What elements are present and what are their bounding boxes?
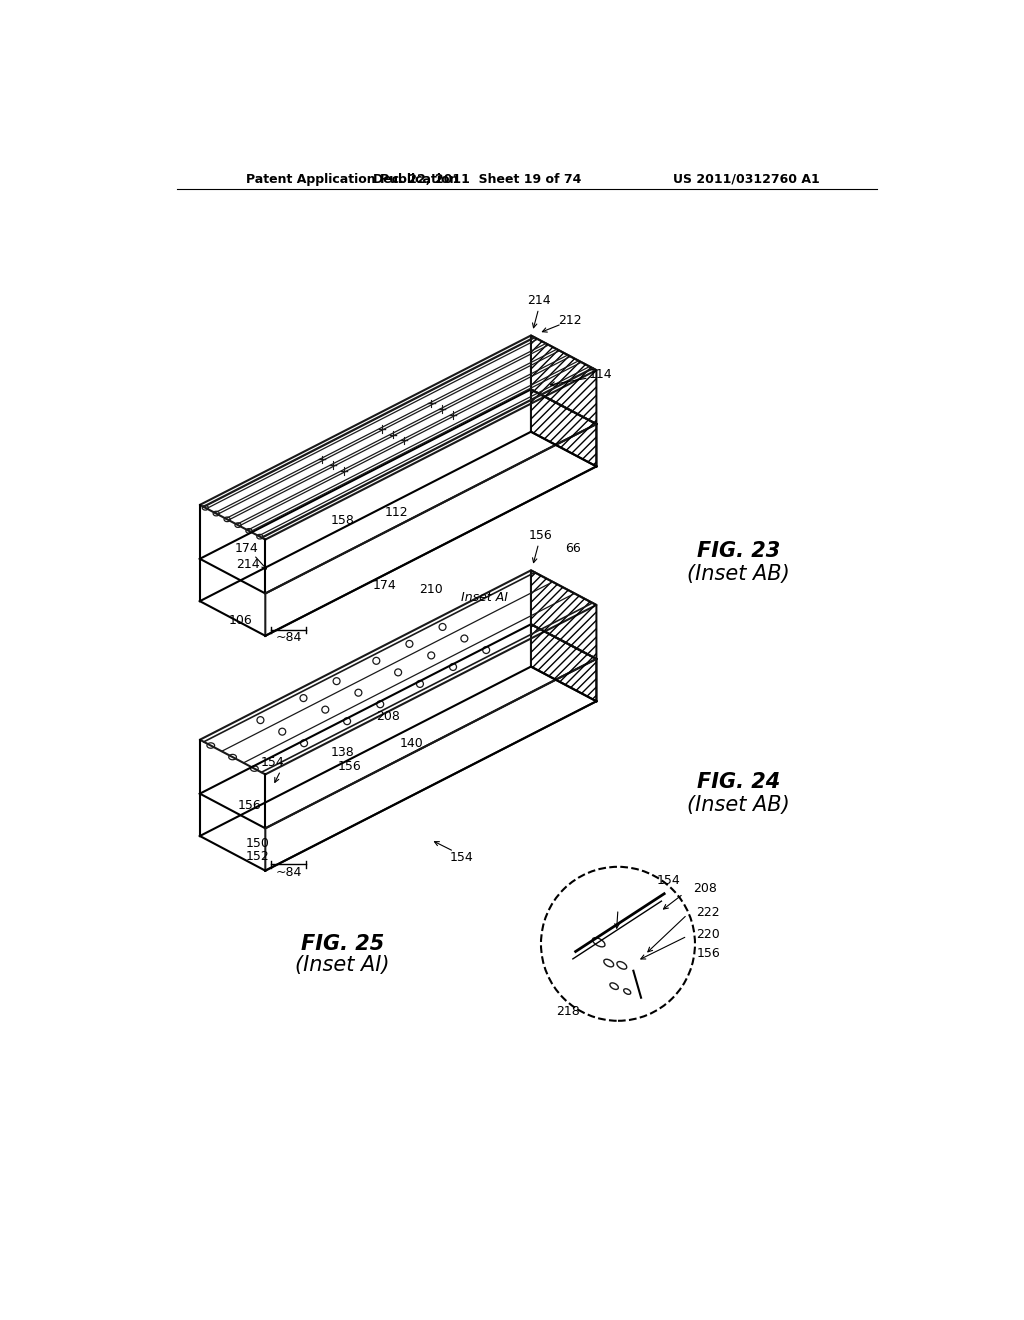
Text: ~84: ~84 xyxy=(275,866,302,879)
Text: FIG. 23: FIG. 23 xyxy=(697,541,780,561)
Text: 156: 156 xyxy=(696,946,720,960)
Text: FIG. 25: FIG. 25 xyxy=(301,933,384,954)
Text: FIG. 24: FIG. 24 xyxy=(697,772,780,792)
Text: 208: 208 xyxy=(377,710,400,723)
Text: (Inset AI): (Inset AI) xyxy=(295,956,389,975)
Text: 154: 154 xyxy=(450,851,473,865)
Text: 214: 214 xyxy=(526,294,551,308)
Text: 212: 212 xyxy=(558,314,582,326)
Text: 174: 174 xyxy=(373,579,396,593)
Text: 156: 156 xyxy=(238,799,262,812)
Text: 156: 156 xyxy=(528,529,552,543)
Text: Dec. 22, 2011  Sheet 19 of 74: Dec. 22, 2011 Sheet 19 of 74 xyxy=(373,173,582,186)
Text: ~84: ~84 xyxy=(275,631,302,644)
Text: 154: 154 xyxy=(656,874,680,887)
Text: 174: 174 xyxy=(234,543,258,556)
Text: 154: 154 xyxy=(261,756,285,770)
Text: US 2011/0312760 A1: US 2011/0312760 A1 xyxy=(673,173,820,186)
Text: (Inset AB): (Inset AB) xyxy=(687,795,791,816)
Text: 106: 106 xyxy=(228,614,253,627)
Text: 220: 220 xyxy=(696,928,720,941)
Text: 66: 66 xyxy=(565,543,582,556)
Text: 138: 138 xyxy=(331,746,354,759)
Text: 112: 112 xyxy=(384,506,408,519)
Text: 158: 158 xyxy=(331,513,354,527)
Text: 150: 150 xyxy=(246,837,269,850)
Text: 152: 152 xyxy=(246,850,269,863)
Text: (Inset AB): (Inset AB) xyxy=(687,564,791,585)
Text: 208: 208 xyxy=(693,882,717,895)
Text: 210: 210 xyxy=(419,583,442,597)
Text: 156: 156 xyxy=(338,760,361,774)
Text: Patent Application Publication: Patent Application Publication xyxy=(246,173,459,186)
Text: 218: 218 xyxy=(556,1005,580,1018)
Text: Inset AI: Inset AI xyxy=(461,591,508,603)
Text: 222: 222 xyxy=(696,907,720,920)
Text: 140: 140 xyxy=(399,737,424,750)
Text: 114: 114 xyxy=(589,367,612,380)
Text: 214: 214 xyxy=(237,557,260,570)
